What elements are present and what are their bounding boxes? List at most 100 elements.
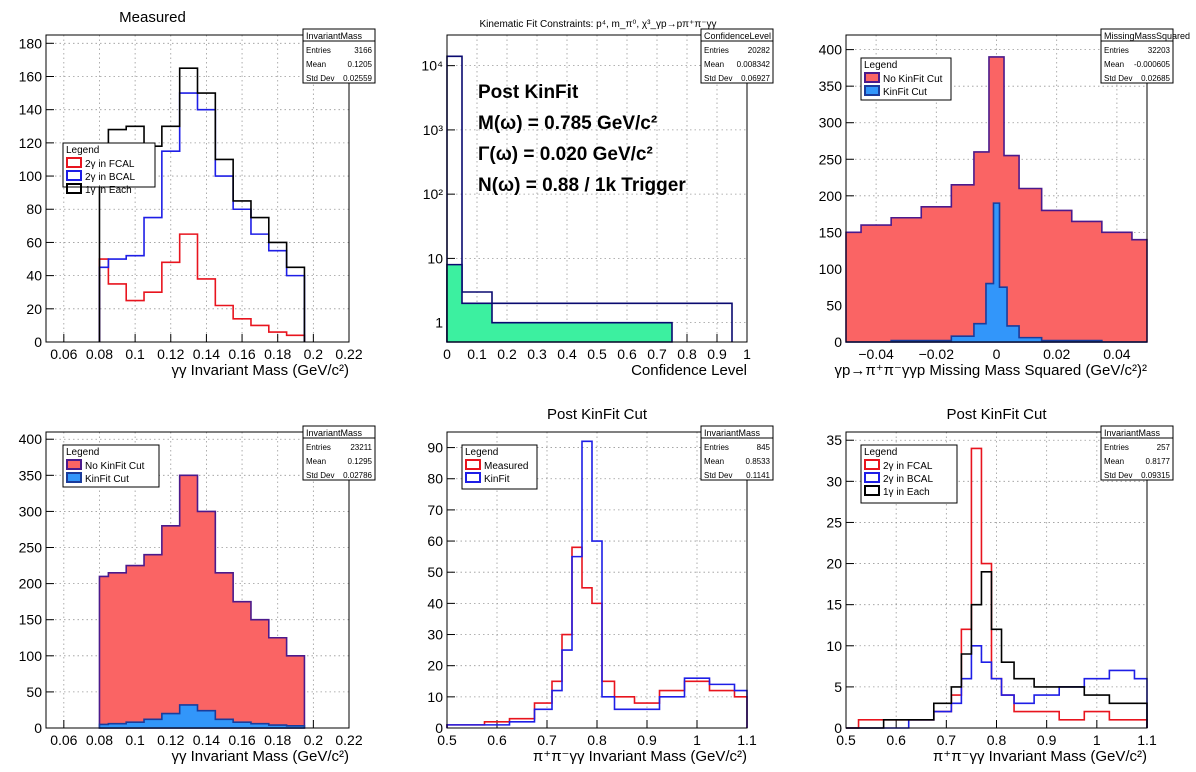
y-tick-label: 60 xyxy=(26,234,42,250)
stats-box-frame xyxy=(302,425,376,481)
y-tick-label: 10 xyxy=(427,689,443,705)
x-axis-label: Confidence Level xyxy=(631,362,747,379)
stats-label: Entries xyxy=(306,46,331,55)
y-tick-label: 300 xyxy=(19,503,43,519)
x-tick-label: 0.16 xyxy=(228,346,255,362)
stats-title: InvariantMass xyxy=(704,428,761,438)
x-tick-label: 0.14 xyxy=(193,732,220,748)
stats-label: Mean xyxy=(704,457,724,466)
stats-label: Mean xyxy=(306,457,326,466)
stats-label: Mean xyxy=(306,60,326,69)
legend-entry: 2γ in FCAL xyxy=(85,159,135,170)
y-tick-label: 0 xyxy=(834,334,842,350)
legend-title: Legend xyxy=(864,447,897,458)
y-tick-label: 10 xyxy=(427,250,443,266)
plot-frame xyxy=(45,34,350,343)
chart-title: Post KinFit Cut xyxy=(547,406,648,423)
x-tick-label: 0.8 xyxy=(677,346,697,362)
y-tick-label: 160 xyxy=(19,68,43,84)
x-tick-label: 1 xyxy=(1093,732,1101,748)
x-tick-label: 0.04 xyxy=(1103,346,1130,362)
plot-frame xyxy=(446,431,748,729)
y-tick-label: 200 xyxy=(819,188,843,204)
histogram-series-2 xyxy=(446,263,673,343)
stats-label: Mean xyxy=(704,60,724,69)
legend-swatch xyxy=(66,183,82,194)
x-tick-label: 0 xyxy=(993,346,1001,362)
y-tick-label: 5 xyxy=(834,679,842,695)
histogram-series-2 xyxy=(446,440,748,728)
y-tick-label: 400 xyxy=(819,42,843,58)
plot-frame xyxy=(45,431,350,729)
stats-value: 0.06927 xyxy=(741,74,770,83)
stats-box-frame xyxy=(1100,425,1174,481)
histogram-series-1 xyxy=(845,56,1148,343)
stats-box-frame xyxy=(1100,28,1174,84)
x-tick-label: 0.5 xyxy=(437,732,457,748)
legend-entry: 2γ in BCAL xyxy=(85,172,135,183)
plot-frame xyxy=(845,34,1148,343)
stats-label: Std Dev xyxy=(1104,471,1132,480)
stats-value: 0.02786 xyxy=(343,471,372,480)
stats-box-frame xyxy=(700,28,774,84)
y-tick-label: 0 xyxy=(435,720,443,736)
x-tick-label: 0.3 xyxy=(527,346,547,362)
y-tick-label: 25 xyxy=(826,514,842,530)
x-tick-label: 0.2 xyxy=(304,732,324,748)
legend-swatch xyxy=(66,170,82,181)
stats-label: Std Dev xyxy=(306,471,334,480)
annotation-text: Γ(ω) = 0.020 GeV/c² xyxy=(478,144,653,165)
stats-value: 0.008342 xyxy=(737,60,771,69)
y-tick-label: 0 xyxy=(34,720,42,736)
chart-title: Kinematic Fit Constraints: p⁴, m_π⁰, χ³_… xyxy=(479,19,716,30)
stats-value: 0.02685 xyxy=(1141,74,1170,83)
stats-value: 0.02559 xyxy=(343,74,372,83)
x-tick-label: 0.5 xyxy=(587,346,607,362)
x-tick-label: 0.6 xyxy=(487,732,507,748)
x-tick-label: 0.08 xyxy=(86,346,113,362)
stats-title: MissingMassSquared xyxy=(1104,31,1190,41)
stats-value: 20282 xyxy=(748,46,771,55)
y-tick-label: 250 xyxy=(19,540,43,556)
chart-title: Measured xyxy=(119,9,186,26)
annotation-text: N(ω) = 0.88 / 1k Trigger xyxy=(478,175,686,196)
legend-entry: 1γ in Each xyxy=(883,487,930,498)
plot-frame xyxy=(446,34,748,343)
stats-box: InvariantMass Entries 23211 Mean 0.1295 Std D… xyxy=(302,425,376,481)
y-tick-label: 35 xyxy=(826,432,842,448)
legend-title: Legend xyxy=(864,60,897,71)
legend-entry: Measured xyxy=(484,461,528,472)
x-tick-label: 0.4 xyxy=(557,346,577,362)
legend: Legend 2γ in FCAL 2γ in BCAL 1γ in Each xyxy=(62,142,156,196)
stats-label: Mean xyxy=(1104,457,1124,466)
annotation-text: Post KinFit xyxy=(478,82,579,103)
x-axis-label: γp→π⁺π⁻γγp Missing Mass Squared (GeV/c²)… xyxy=(835,362,1147,379)
histogram-series-1 xyxy=(446,546,748,728)
x-tick-label: −0.04 xyxy=(858,346,894,362)
x-tick-label: 0.6 xyxy=(886,732,906,748)
legend-title: Legend xyxy=(66,145,99,156)
x-tick-label: 0.7 xyxy=(647,346,667,362)
histogram-series-3 xyxy=(98,67,306,342)
stats-label: Std Dev xyxy=(306,74,334,83)
legend-title: Legend xyxy=(66,447,99,458)
stats-value: 845 xyxy=(757,443,771,452)
legend-entry: 2γ in BCAL xyxy=(883,474,933,485)
chart-title: Post KinFit Cut xyxy=(946,406,1047,423)
legend-entry: KinFit Cut xyxy=(85,474,129,485)
x-tick-label: 0.5 xyxy=(836,732,856,748)
y-tick-label: 50 xyxy=(427,564,443,580)
x-tick-label: 0.7 xyxy=(937,732,957,748)
y-tick-label: 10⁴ xyxy=(421,58,443,74)
y-tick-label: 100 xyxy=(19,168,43,184)
x-tick-label: 0.1 xyxy=(125,346,145,362)
y-tick-label: 350 xyxy=(19,467,43,483)
stats-box: InvariantMass Entries 257 Mean 0.8177 Std Dev… xyxy=(1100,425,1174,481)
stats-value: 257 xyxy=(1157,443,1171,452)
stats-title: InvariantMass xyxy=(306,428,363,438)
y-tick-label: 0 xyxy=(34,334,42,350)
x-tick-label: 0.9 xyxy=(1037,732,1057,748)
legend: Legend No KinFit Cut KinFit Cut xyxy=(860,57,952,101)
x-tick-label: 0.22 xyxy=(335,346,362,362)
